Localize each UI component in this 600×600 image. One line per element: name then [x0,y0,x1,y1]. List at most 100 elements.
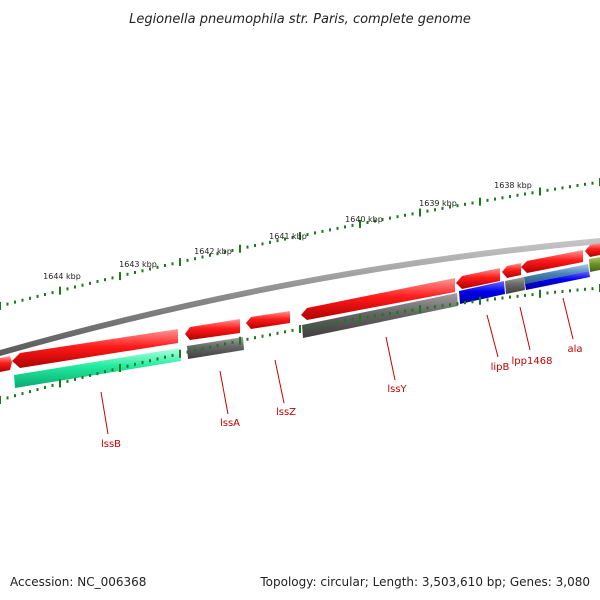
gene-label: lpp1468 [512,356,553,367]
minor-tick [81,376,84,379]
reverse-strand-features [14,257,600,388]
minor-tick [141,361,144,364]
minor-tick [51,291,54,295]
minor-tick [6,396,9,400]
minor-tick [224,250,226,254]
minor-tick [449,205,451,209]
minor-tick [524,293,526,297]
minor-tick [104,370,106,374]
minor-tick [531,293,534,297]
minor-tick [486,298,489,302]
minor-tick [366,315,369,319]
minor-tick [404,213,406,217]
major-tick [299,232,301,240]
minor-tick [561,186,564,190]
scale-label: 1644 kbp [43,272,81,281]
minor-tick [404,309,406,313]
minor-tick [516,193,519,197]
forward-gene-arrow [502,263,521,278]
scale-label: 1642 kbp [194,247,232,256]
gene-label: lssZ [276,407,296,418]
reverse-gene-block [589,257,600,272]
gene-labels: lssB lssA lssZ lssY lipB lpp1468 ala [101,344,583,450]
forward-gene-arrow [12,329,178,368]
minor-tick [194,348,196,352]
forward-gene-arrow [246,311,290,329]
minor-tick [96,372,99,376]
minor-tick [321,323,324,327]
genome-summary-text: Topology: circular; Length: 3,503,610 bp… [259,575,590,589]
forward-gene-arrow [301,278,455,320]
reverse-gene-block [525,271,590,290]
minor-tick [156,357,159,361]
minor-tick [351,318,354,322]
reverse-gene-block [14,348,181,388]
leader-line [100,391,109,435]
minor-tick [74,285,76,289]
major-tick [0,302,1,310]
minor-tick [336,320,339,324]
minor-tick [89,374,91,377]
scale-label: 1639 kbp [419,199,457,208]
major-tick [299,325,301,333]
minor-tick [186,350,189,354]
minor-tick [426,209,429,213]
minor-tick [576,288,579,292]
minor-tick [89,281,91,285]
minor-tick [134,362,136,366]
leader-line [385,336,396,381]
minor-tick [546,188,549,192]
minor-tick [509,195,511,198]
minor-tick [284,237,286,241]
minor-tick [261,334,264,338]
scale-label: 1640 kbp [345,215,383,224]
minor-tick [276,239,279,243]
minor-tick [554,290,556,294]
reverse-gene-block [459,281,505,304]
minor-tick [149,359,151,363]
reverse-gene-block [302,293,458,338]
minor-tick [186,258,189,262]
forward-strand-features [0,243,600,372]
minor-tick [261,242,264,246]
minor-tick [14,300,16,304]
minor-tick [494,197,496,201]
minor-tick [201,255,204,259]
minor-tick [51,383,54,387]
minor-tick [269,333,271,337]
minor-tick [434,305,436,309]
minor-tick [231,340,234,344]
outer-scale-track [0,178,600,310]
minor-tick [254,244,256,247]
forward-gene-arrow [521,250,583,273]
minor-tick [224,342,226,346]
gene-label: ala [567,344,582,355]
reverse-gene-block [187,337,244,359]
minor-tick [134,271,136,274]
major-tick [359,219,361,228]
minor-tick [441,206,444,210]
gene-label: lssB [101,439,121,450]
minor-tick [156,265,159,269]
minor-tick [329,322,331,326]
minor-tick [591,287,594,291]
minor-tick [449,303,451,307]
minor-tick [516,294,519,298]
minor-tick [411,212,414,216]
major-tick [239,244,241,253]
forward-gene-arrow [185,319,240,340]
minor-tick [126,272,129,276]
minor-tick [381,218,384,222]
minor-tick [396,215,399,219]
minor-tick [231,248,234,252]
minor-tick [351,223,354,227]
minor-tick [111,368,114,372]
leader-line [486,314,499,358]
minor-tick [6,302,9,306]
minor-tick [216,344,219,347]
minor-tick [344,225,346,229]
minor-tick [44,385,46,389]
minor-tick [471,300,474,304]
minor-tick [464,301,466,305]
minor-tick [509,295,511,299]
